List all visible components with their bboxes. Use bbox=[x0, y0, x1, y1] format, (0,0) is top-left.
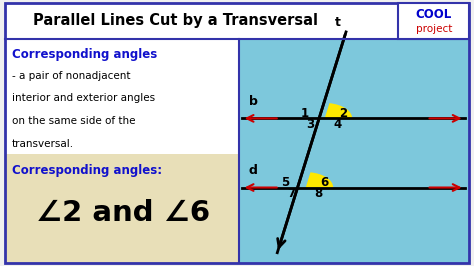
FancyBboxPatch shape bbox=[5, 3, 469, 39]
Wedge shape bbox=[306, 172, 333, 188]
Text: 2: 2 bbox=[339, 107, 347, 120]
Text: COOL: COOL bbox=[416, 8, 452, 21]
Text: 8: 8 bbox=[315, 187, 323, 200]
Text: on the same side of the: on the same side of the bbox=[12, 116, 136, 126]
Text: b: b bbox=[249, 95, 258, 108]
FancyBboxPatch shape bbox=[239, 39, 469, 263]
Text: 1: 1 bbox=[301, 107, 309, 120]
Text: d: d bbox=[249, 164, 258, 177]
Text: Corresponding angles:: Corresponding angles: bbox=[12, 164, 162, 177]
Text: 7: 7 bbox=[287, 187, 295, 200]
Text: project: project bbox=[416, 23, 452, 34]
Text: Corresponding angles: Corresponding angles bbox=[12, 48, 157, 61]
Text: 5: 5 bbox=[281, 176, 290, 189]
Text: 4: 4 bbox=[334, 118, 342, 131]
FancyBboxPatch shape bbox=[5, 39, 239, 154]
Wedge shape bbox=[325, 103, 352, 118]
FancyBboxPatch shape bbox=[398, 3, 469, 39]
Text: 3: 3 bbox=[306, 118, 314, 131]
Text: - a pair of nonadjacent: - a pair of nonadjacent bbox=[12, 71, 130, 81]
Text: Parallel Lines Cut by a Transversal: Parallel Lines Cut by a Transversal bbox=[33, 13, 318, 28]
FancyBboxPatch shape bbox=[5, 154, 239, 263]
Text: ∠2 and ∠6: ∠2 and ∠6 bbox=[36, 199, 210, 227]
Text: 6: 6 bbox=[320, 176, 328, 189]
Text: t: t bbox=[335, 16, 340, 29]
Text: transversal.: transversal. bbox=[12, 139, 74, 149]
Text: interior and exterior angles: interior and exterior angles bbox=[12, 93, 155, 103]
